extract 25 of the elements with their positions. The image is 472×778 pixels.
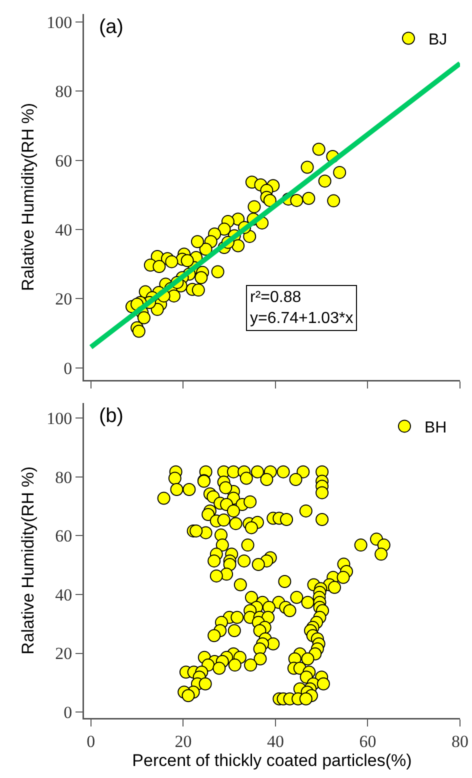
x-tick-label: 60 bbox=[359, 732, 376, 751]
y-axis-title: Ralative Humidity(RH %) bbox=[18, 103, 38, 291]
annotation: (a) bbox=[99, 16, 124, 38]
y-tick-label: 80 bbox=[55, 82, 72, 102]
y-tick-label: 0 bbox=[64, 358, 72, 378]
y-tick-label: 60 bbox=[55, 151, 72, 170]
y-tick-label: 80 bbox=[55, 468, 72, 487]
x-tick-label: 20 bbox=[174, 732, 192, 751]
x-tick-label: 40 bbox=[266, 732, 284, 751]
y-tick-label: 20 bbox=[55, 290, 72, 309]
legend-label: BJ bbox=[428, 31, 448, 48]
y-tick-label: 100 bbox=[46, 12, 72, 32]
x-tick-label: 80 bbox=[452, 732, 468, 751]
x-axis-title: Percent of thickly coated particles(%) bbox=[132, 751, 412, 770]
y-tick-label: 100 bbox=[46, 408, 72, 428]
y-tick-label: 20 bbox=[55, 644, 72, 664]
y-axis-title: Ralative Humidity(RH %) bbox=[18, 466, 38, 654]
y-tick-label: 60 bbox=[55, 526, 72, 546]
annotation: (b) bbox=[99, 405, 124, 427]
legend-label: BH bbox=[424, 419, 447, 436]
x-tick-label: 0 bbox=[86, 732, 96, 751]
y-tick-label: 40 bbox=[55, 585, 72, 604]
y-tick-label: 40 bbox=[55, 220, 72, 240]
annotation: r²=0.88 y=6.74+1.03*x bbox=[250, 289, 354, 327]
y-tick-label: 0 bbox=[64, 703, 72, 722]
